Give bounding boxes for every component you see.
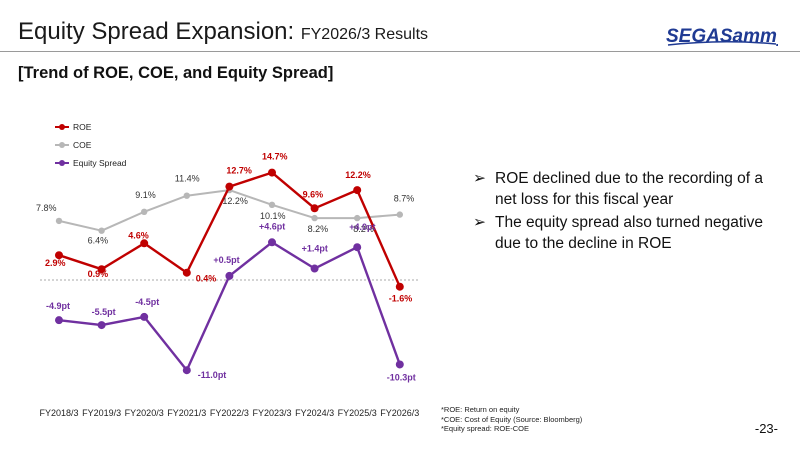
roe-data-label: 9.6% (303, 189, 324, 199)
coe-point (396, 211, 403, 218)
coe-point (98, 227, 105, 234)
footnote-roe: *ROE: Return on equity (441, 405, 520, 414)
coe-point (354, 214, 361, 222)
coe-point (311, 214, 318, 222)
spread-data-label: -11.0pt (198, 370, 227, 380)
roe-data-label: 0.4% (196, 274, 217, 284)
spread-point (182, 366, 191, 375)
bullet-item: ➢ ROE declined due to the recording of a… (473, 168, 788, 210)
coe-point (268, 201, 276, 208)
x-tick-label: FY2023/3 (252, 408, 291, 418)
logo-text: SEGASammy (666, 26, 778, 46)
roe-point (55, 251, 63, 260)
roe-point (97, 265, 106, 274)
coe-data-label: 8.2% (353, 224, 374, 234)
roe-data-label: 0.9% (88, 269, 109, 279)
footnotes: *ROE: Return on equity *COE: Cost of Equ… (441, 405, 582, 434)
roe-data-label: 2.9% (45, 258, 66, 268)
bullet-text: The equity spread also turned negative d… (495, 214, 763, 252)
roe-point (140, 239, 149, 248)
roe-point (310, 204, 319, 213)
legend-swatch-marker (59, 142, 65, 148)
bullet-item: ➢ The equity spread also turned negative… (473, 212, 788, 254)
x-tick-label: FY2024/3 (295, 408, 334, 418)
roe-data-label: -1.6% (389, 294, 413, 304)
roe-point (353, 186, 362, 195)
page-title: Equity Spread Expansion: FY2026/3 Result… (18, 18, 428, 46)
segasammy-logo: SEGASammy (666, 26, 778, 46)
x-tick-label: FY2019/3 (82, 408, 121, 418)
coe-data-label: 9.1% (135, 190, 156, 200)
roe-point (182, 268, 191, 277)
legend-label: ROE (73, 122, 92, 132)
coe-data-label: 10.1% (260, 211, 286, 221)
spread-data-label: +4.0pt (349, 222, 375, 232)
x-tick-label: FY2021/3 (167, 408, 206, 418)
spread-data-label: +4.6pt (259, 221, 285, 231)
spread-point (225, 271, 234, 280)
coe-point (141, 208, 148, 215)
coe-data-label: 8.7% (394, 194, 415, 204)
spread-data-label: +0.5pt (213, 255, 239, 265)
spread-point (395, 360, 404, 369)
roe-point (268, 168, 276, 177)
spread-point (97, 321, 106, 330)
footnote-coe: *COE: Cost of Equity (Source: Bloomberg) (441, 414, 583, 424)
arrow-bullet-icon: ➢ (473, 214, 486, 231)
spread-point (310, 264, 319, 273)
title-divider (0, 51, 800, 52)
x-tick-label: FY2026/3 (380, 408, 419, 418)
coe-point (55, 217, 63, 225)
x-tick-label: FY2022/3 (210, 408, 249, 418)
roe-data-label: 14.7% (262, 152, 288, 162)
title-main: Equity Spread Expansion: (18, 18, 301, 45)
coe-data-label: 7.8% (36, 203, 57, 213)
footnote-spread: *Equity spread: ROE-COE (441, 424, 529, 433)
legend-label: Equity Spread (73, 158, 127, 168)
spread-data-label: +1.4pt (302, 244, 328, 254)
logo-swoosh (667, 40, 777, 46)
roe-data-label: 12.7% (226, 166, 252, 176)
x-tick-label: FY2018/3 (39, 408, 78, 418)
arrow-bullet-icon: ➢ (473, 170, 486, 187)
title-sub: FY2026/3 Results (300, 26, 429, 43)
spread-data-label: -10.3pt (387, 372, 416, 382)
roe-point (395, 282, 404, 291)
spread-data-label: -4.9pt (46, 301, 70, 311)
coe-point (183, 192, 190, 199)
spread-point (268, 238, 276, 247)
spread-data-label: -5.5pt (92, 307, 116, 317)
roe-data-label: 4.6% (128, 230, 149, 240)
spread-data-label: -4.5pt (135, 297, 159, 307)
legend-swatch-marker (59, 124, 65, 130)
legend-label: COE (73, 140, 92, 150)
coe-data-label: 8.2% (308, 224, 329, 234)
spread-point (353, 243, 362, 252)
page-number: -23- (754, 421, 778, 436)
x-tick-label: FY2025/3 (338, 408, 377, 418)
spread-point (140, 312, 149, 321)
legend-swatch-marker (59, 160, 65, 166)
section-heading: [Trend of ROE, COE, and Equity Spread] (18, 64, 334, 82)
bullet-list: ➢ ROE declined due to the recording of a… (473, 168, 788, 256)
spread-point (55, 316, 63, 325)
bullet-text: ROE declined due to the recording of a n… (495, 170, 763, 208)
roe-data-label: 12.2% (345, 170, 371, 180)
roe-point (225, 182, 234, 191)
coe-data-label: 11.4% (175, 174, 200, 184)
coe-data-label: 12.2% (222, 196, 248, 206)
x-tick-label: FY2020/3 (125, 408, 164, 418)
coe-data-label: 6.4% (88, 236, 109, 246)
